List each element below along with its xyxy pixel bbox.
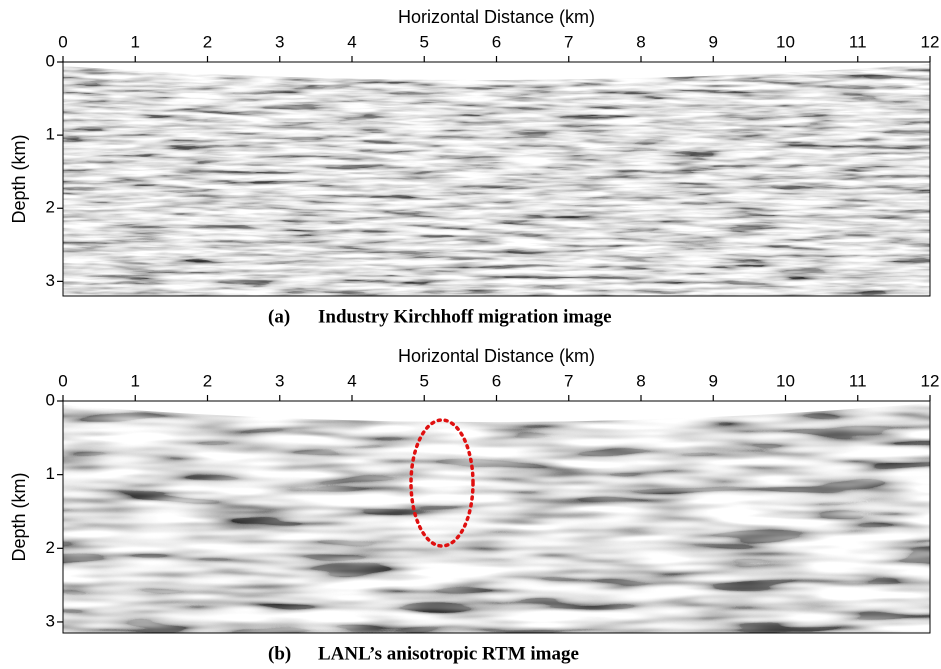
x-tick-label: 7 [564, 32, 573, 51]
y-tick-label: 1 [46, 125, 55, 144]
x-tick-label: 0 [58, 371, 67, 390]
x-tick-label: 6 [492, 371, 501, 390]
x-tick-label: 11 [849, 32, 867, 51]
seismic-image [63, 62, 930, 296]
panel-label: (a) [268, 306, 290, 327]
x-tick-label: 2 [203, 32, 212, 51]
x-tick-label: 4 [347, 32, 356, 51]
x-tick-label: 1 [131, 32, 140, 51]
x-tick-label: 3 [275, 371, 284, 390]
y-tick-label: 3 [46, 611, 55, 630]
x-tick-label: 2 [203, 371, 212, 390]
y-tick-label: 0 [46, 51, 55, 70]
x-tick-label: 12 [921, 371, 940, 390]
y-tick-label: 0 [46, 390, 55, 409]
y-tick-label: 2 [46, 198, 55, 217]
y-tick-label: 1 [46, 464, 55, 483]
y-tick-label: 2 [46, 538, 55, 557]
x-tick-label: 9 [709, 32, 718, 51]
x-tick-label: 5 [420, 371, 429, 390]
y-axis-label: Depth (km) [9, 134, 29, 223]
x-axis-label: Horizontal Distance (km) [398, 7, 595, 27]
x-tick-label: 1 [131, 371, 140, 390]
x-tick-label: 3 [275, 32, 284, 51]
x-tick-label: 5 [420, 32, 429, 51]
panel-caption: LANL’s anisotropic RTM image [318, 643, 579, 664]
image-top-mask [63, 400, 930, 423]
panel-caption: Industry Kirchhoff migration image [318, 306, 612, 327]
x-tick-label: 11 [849, 371, 867, 390]
x-tick-label: 8 [636, 371, 645, 390]
x-axis-label: Horizontal Distance (km) [398, 346, 595, 366]
x-tick-label: 6 [492, 32, 501, 51]
x-tick-label: 0 [58, 32, 67, 51]
x-tick-label: 10 [776, 32, 795, 51]
x-tick-label: 12 [921, 32, 940, 51]
x-tick-label: 7 [564, 371, 573, 390]
x-tick-label: 8 [636, 32, 645, 51]
y-axis-label: Depth (km) [9, 472, 29, 561]
seismic-image [63, 401, 930, 633]
panel-label: (b) [268, 643, 291, 664]
image-top-mask [63, 61, 930, 81]
x-tick-label: 4 [347, 371, 356, 390]
x-tick-label: 9 [709, 371, 718, 390]
x-tick-label: 10 [776, 371, 795, 390]
highlight-ellipse [409, 418, 475, 548]
y-tick-label: 3 [46, 271, 55, 290]
